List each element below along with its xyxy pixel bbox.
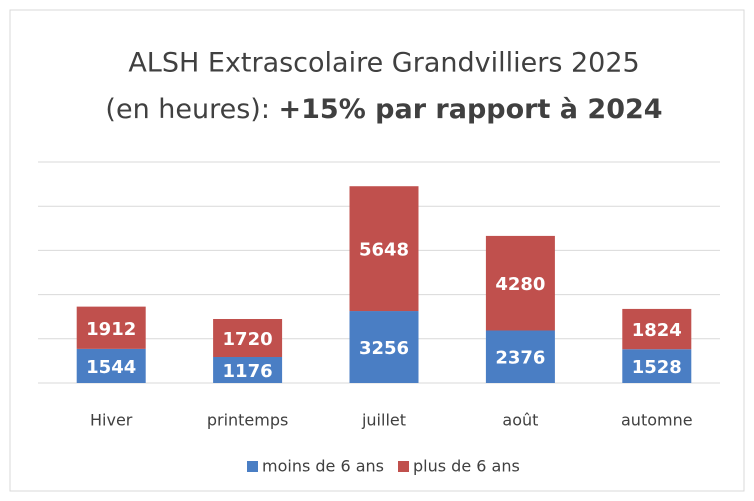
legend-swatch [247, 461, 258, 472]
bar-segment [485, 235, 555, 331]
data-label: 4280 [495, 274, 545, 295]
subtitle-emphasis: +15% par rapport à 2024 [279, 94, 663, 125]
data-label: 2376 [495, 348, 545, 369]
legend-swatch [398, 461, 409, 472]
bar-segment [349, 186, 419, 312]
subtitle: (en heures): [105, 94, 270, 125]
data-label: 1720 [223, 329, 273, 350]
data-label: 1544 [86, 357, 136, 378]
x-tick-label: Hiver [90, 411, 133, 430]
data-label: 5648 [359, 240, 409, 261]
x-tick-label: août [502, 411, 538, 430]
bar-segment [485, 330, 555, 383]
bar-segment [349, 311, 419, 383]
data-label: 3256 [359, 338, 409, 359]
bar-segment [76, 306, 146, 349]
chart-title: ALSH Extrascolaire Grandvilliers 2025 [128, 48, 639, 79]
x-tick-label: printemps [207, 411, 289, 430]
data-label: 1176 [223, 361, 273, 382]
chart-subtitle: (en heures): +15% par rapport à 2024 [105, 94, 662, 125]
bar-segment [213, 357, 283, 383]
data-label: 1824 [632, 320, 682, 341]
bar-segment [622, 308, 692, 350]
bar-segment [76, 348, 146, 383]
legend-label: plus de 6 ans [413, 457, 520, 476]
data-label: 1912 [86, 319, 136, 340]
x-tick-label: juillet [361, 411, 406, 430]
x-tick-label: automne [621, 411, 693, 430]
bar-segment [622, 349, 692, 383]
legend-label: moins de 6 ans [262, 457, 384, 476]
bar-segment [213, 318, 283, 358]
data-label: 1528 [632, 357, 682, 378]
